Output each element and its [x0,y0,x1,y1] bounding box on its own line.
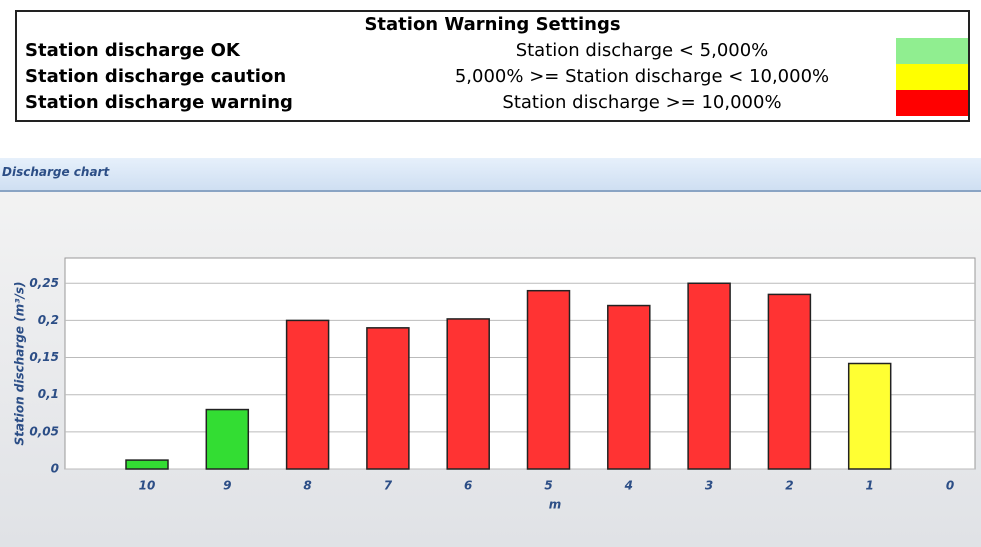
bar [607,304,651,470]
bar [526,289,571,470]
y-tick-label: 0,15 [29,350,59,364]
y-tick-label: 0,25 [29,276,59,290]
color-swatch [896,64,968,90]
table-title: Station Warning Settings [364,14,621,35]
table-row: Station discharge warning Station dischar… [17,90,968,116]
plot-area [64,257,976,470]
panel-header: Discharge chart [0,158,981,192]
rows: Station discharge OK Station discharge < … [17,38,968,116]
bar [446,318,490,470]
bar [285,319,330,470]
bar [125,459,169,470]
x-tick-label: 8 [303,479,311,493]
cell-label: Station discharge warning [25,92,293,113]
x-tick-label: 10 [139,479,156,493]
y-axis-label: Station discharge (m³/s) [13,282,27,446]
x-tick-label: 7 [384,479,393,493]
x-tick-label: 0 [946,479,954,493]
x-tick-label: 9 [223,479,231,493]
table-row: Station discharge OK Station discharge < … [17,38,968,64]
x-tick-label: 1 [866,479,874,493]
bar [687,282,731,470]
cell-condition: Station discharge < 5,000% [515,40,769,61]
x-tick-label: 3 [705,479,713,493]
x-tick-label: 4 [624,479,633,493]
color-swatch [896,90,968,116]
settings-table: Station Warning Settings Station dischar… [15,10,970,122]
x-tick-label: 6 [464,479,472,493]
color-swatch [896,38,968,64]
bar [205,408,250,470]
y-tick-label: 0,2 [38,313,59,327]
x-axis-label: m [549,498,562,512]
cell-condition: Station discharge >= 10,000% [502,92,782,113]
chart-panel: Discharge chart 0 0,05 0,1 0,15 0,2 0,25 10 9 8 7… [0,158,981,547]
y-tick-label: 0 [51,462,59,476]
cell-label: Station discharge caution [25,66,287,87]
cell-label: Station discharge OK [25,40,240,61]
bar [847,362,892,470]
y-tick-label: 0,05 [29,424,59,438]
cell-condition: 5,000% >= Station discharge < 10,000% [454,66,830,87]
table-row: Station discharge caution 5,000% >= Stati… [17,64,968,90]
x-tick-label: 2 [785,479,793,493]
y-tick-label: 0,1 [38,387,59,401]
x-tick-label: 5 [544,479,552,493]
bar [366,327,410,470]
bar [767,293,812,470]
